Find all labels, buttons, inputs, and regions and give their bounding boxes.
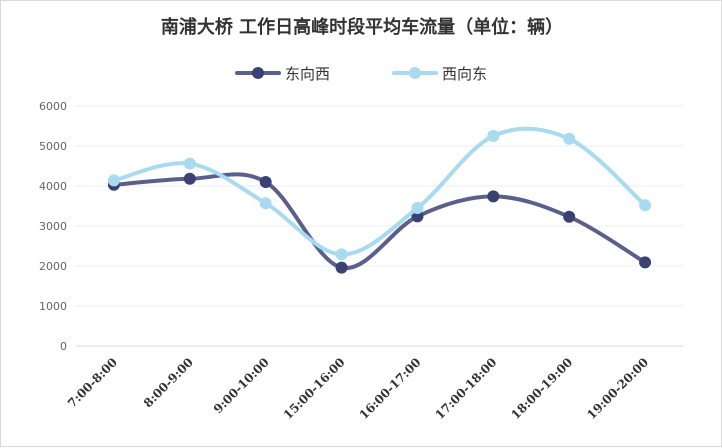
y-tick-label: 4000 (39, 180, 67, 193)
data-point (487, 190, 500, 203)
y-tick-label: 2000 (39, 260, 67, 273)
y-tick-label: 0 (60, 340, 67, 353)
data-point (563, 132, 576, 145)
data-point (335, 261, 348, 274)
y-tick-label: 1000 (39, 300, 67, 313)
chart-title: 南浦大桥 工作日高峰时段平均车流量（单位：辆） (161, 16, 563, 38)
data-point (107, 174, 120, 187)
data-point (487, 130, 500, 142)
series-line (111, 126, 648, 257)
x-axis: 7:00-8:00 8:00-9:00 9:00-10:00 15:00-16:00 1… (65, 355, 651, 422)
x-tick-label: 7:00-8:00 (65, 355, 120, 410)
x-tick-label: 18:00-19:00 (508, 355, 575, 422)
series-layer (107, 126, 652, 274)
y-axis: 0 1000 2000 3000 4000 5000 6000 (39, 100, 67, 353)
x-tick-label: 17:00-18:00 (433, 355, 500, 422)
x-tick-label: 9:00-10:00 (211, 355, 272, 416)
series-line (111, 172, 648, 270)
y-tick-label: 5000 (39, 140, 67, 153)
data-point (335, 248, 348, 261)
gridlines (76, 105, 683, 347)
y-tick-label: 3000 (39, 220, 67, 233)
data-point (259, 197, 272, 210)
legend-label: 西向东 (442, 65, 487, 83)
legend-marker (409, 67, 421, 79)
data-point (563, 210, 576, 223)
data-point (259, 176, 272, 188)
data-point (183, 157, 196, 170)
data-point (639, 199, 652, 212)
data-point (639, 256, 652, 269)
x-tick-label: 19:00-20:00 (584, 355, 651, 422)
series-1 (107, 172, 652, 274)
y-tick-label: 6000 (39, 100, 67, 113)
legend-marker (252, 67, 264, 79)
x-tick-label: 15:00-16:00 (281, 355, 348, 422)
x-tick-label: 8:00-9:00 (141, 355, 196, 410)
data-point (183, 172, 196, 185)
x-tick-label: 16:00-17:00 (357, 355, 424, 422)
legend-item: 西向东 (392, 65, 487, 83)
series-2 (107, 126, 652, 261)
legend-item: 东向西 (235, 65, 330, 83)
legend-label: 东向西 (285, 65, 330, 83)
data-point (411, 202, 424, 214)
legend: 东向西 西向东 (235, 65, 487, 83)
data-point (411, 210, 424, 223)
